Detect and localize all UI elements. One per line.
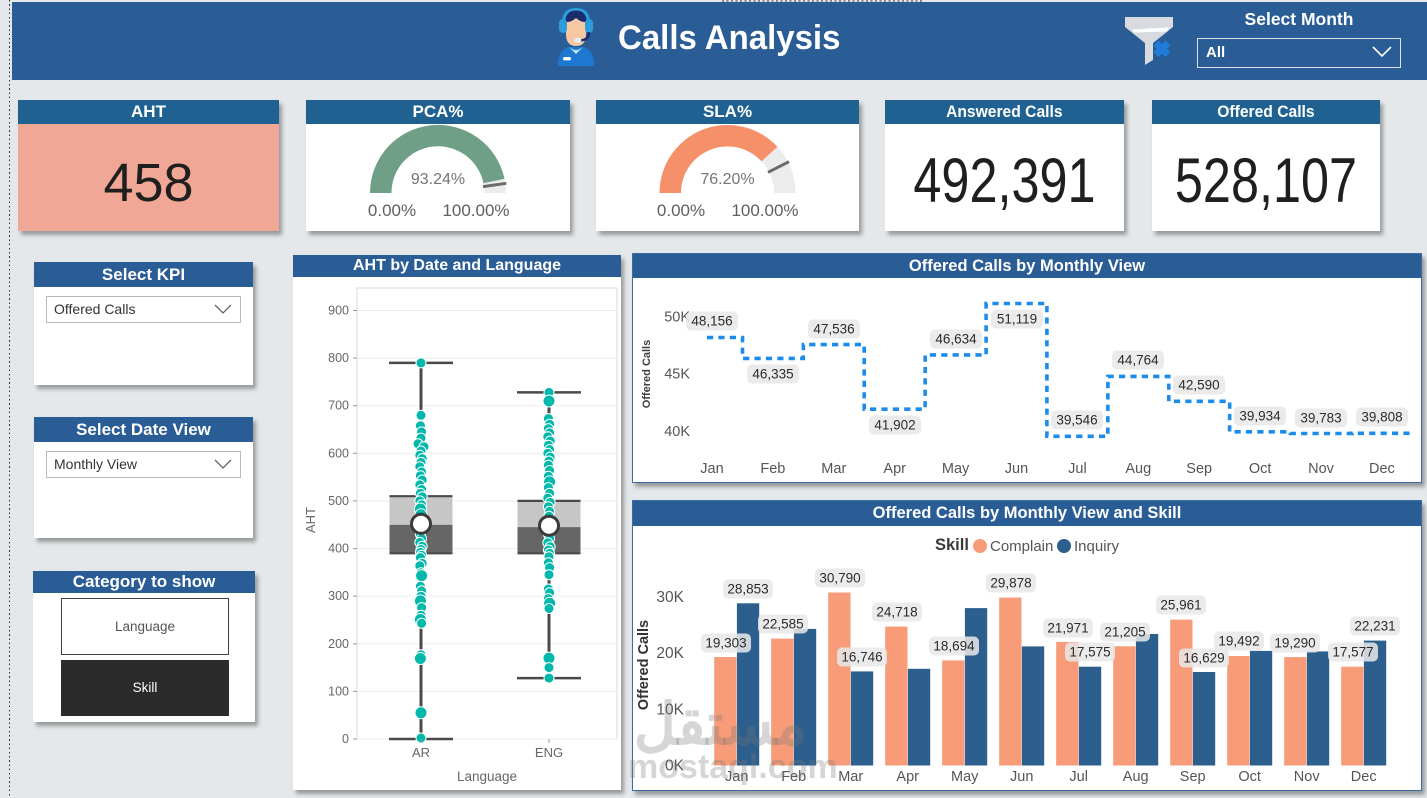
svg-text:May: May [942,461,970,477]
svg-text:Offered Calls: Offered Calls [641,340,653,408]
svg-text:Oct: Oct [1238,769,1261,785]
svg-text:Aug: Aug [1123,769,1149,785]
svg-text:700: 700 [328,399,349,413]
svg-text:Jan: Jan [725,769,748,785]
svg-text:900: 900 [328,304,349,318]
svg-text:600: 600 [328,446,349,460]
svg-text:Feb: Feb [781,769,806,785]
svg-text:Apr: Apr [896,769,919,785]
svg-text:200: 200 [328,637,349,651]
svg-text:May: May [951,769,979,785]
svg-text:Sep: Sep [1186,461,1212,477]
svg-text:Apr: Apr [883,461,906,477]
svg-text:100: 100 [328,684,349,698]
svg-text:300: 300 [328,589,349,603]
svg-text:Offered Calls: Offered Calls [636,620,652,710]
svg-text:Dec: Dec [1351,769,1377,785]
svg-text:AHT: AHT [303,507,318,533]
svg-text:Mar: Mar [838,769,863,785]
svg-text:ENG: ENG [535,745,563,760]
svg-text:Jan: Jan [700,461,723,477]
svg-text:Aug: Aug [1125,461,1151,477]
svg-text:400: 400 [328,542,349,556]
svg-text:Mar: Mar [821,461,846,477]
svg-text:Jun: Jun [1005,461,1028,477]
svg-text:500: 500 [328,494,349,508]
svg-text:Jul: Jul [1069,769,1088,785]
svg-text:Feb: Feb [760,461,785,477]
svg-text:0: 0 [342,732,349,746]
svg-text:Nov: Nov [1294,769,1321,785]
svg-text:0K: 0K [665,758,685,775]
svg-text:30K: 30K [656,589,684,606]
svg-text:Dec: Dec [1369,461,1395,477]
svg-text:Nov: Nov [1308,461,1335,477]
svg-text:40K: 40K [664,424,690,440]
svg-text:Jul: Jul [1068,461,1087,477]
svg-text:Oct: Oct [1249,461,1272,477]
svg-text:50K: 50K [664,309,690,325]
svg-text:Sep: Sep [1180,769,1206,785]
svg-text:AR: AR [412,745,430,760]
svg-text:800: 800 [328,351,349,365]
svg-text:45K: 45K [664,367,690,383]
svg-text:20K: 20K [656,645,684,662]
svg-text:10K: 10K [656,701,684,718]
svg-text:Language: Language [457,769,517,784]
svg-text:Jun: Jun [1010,769,1033,785]
